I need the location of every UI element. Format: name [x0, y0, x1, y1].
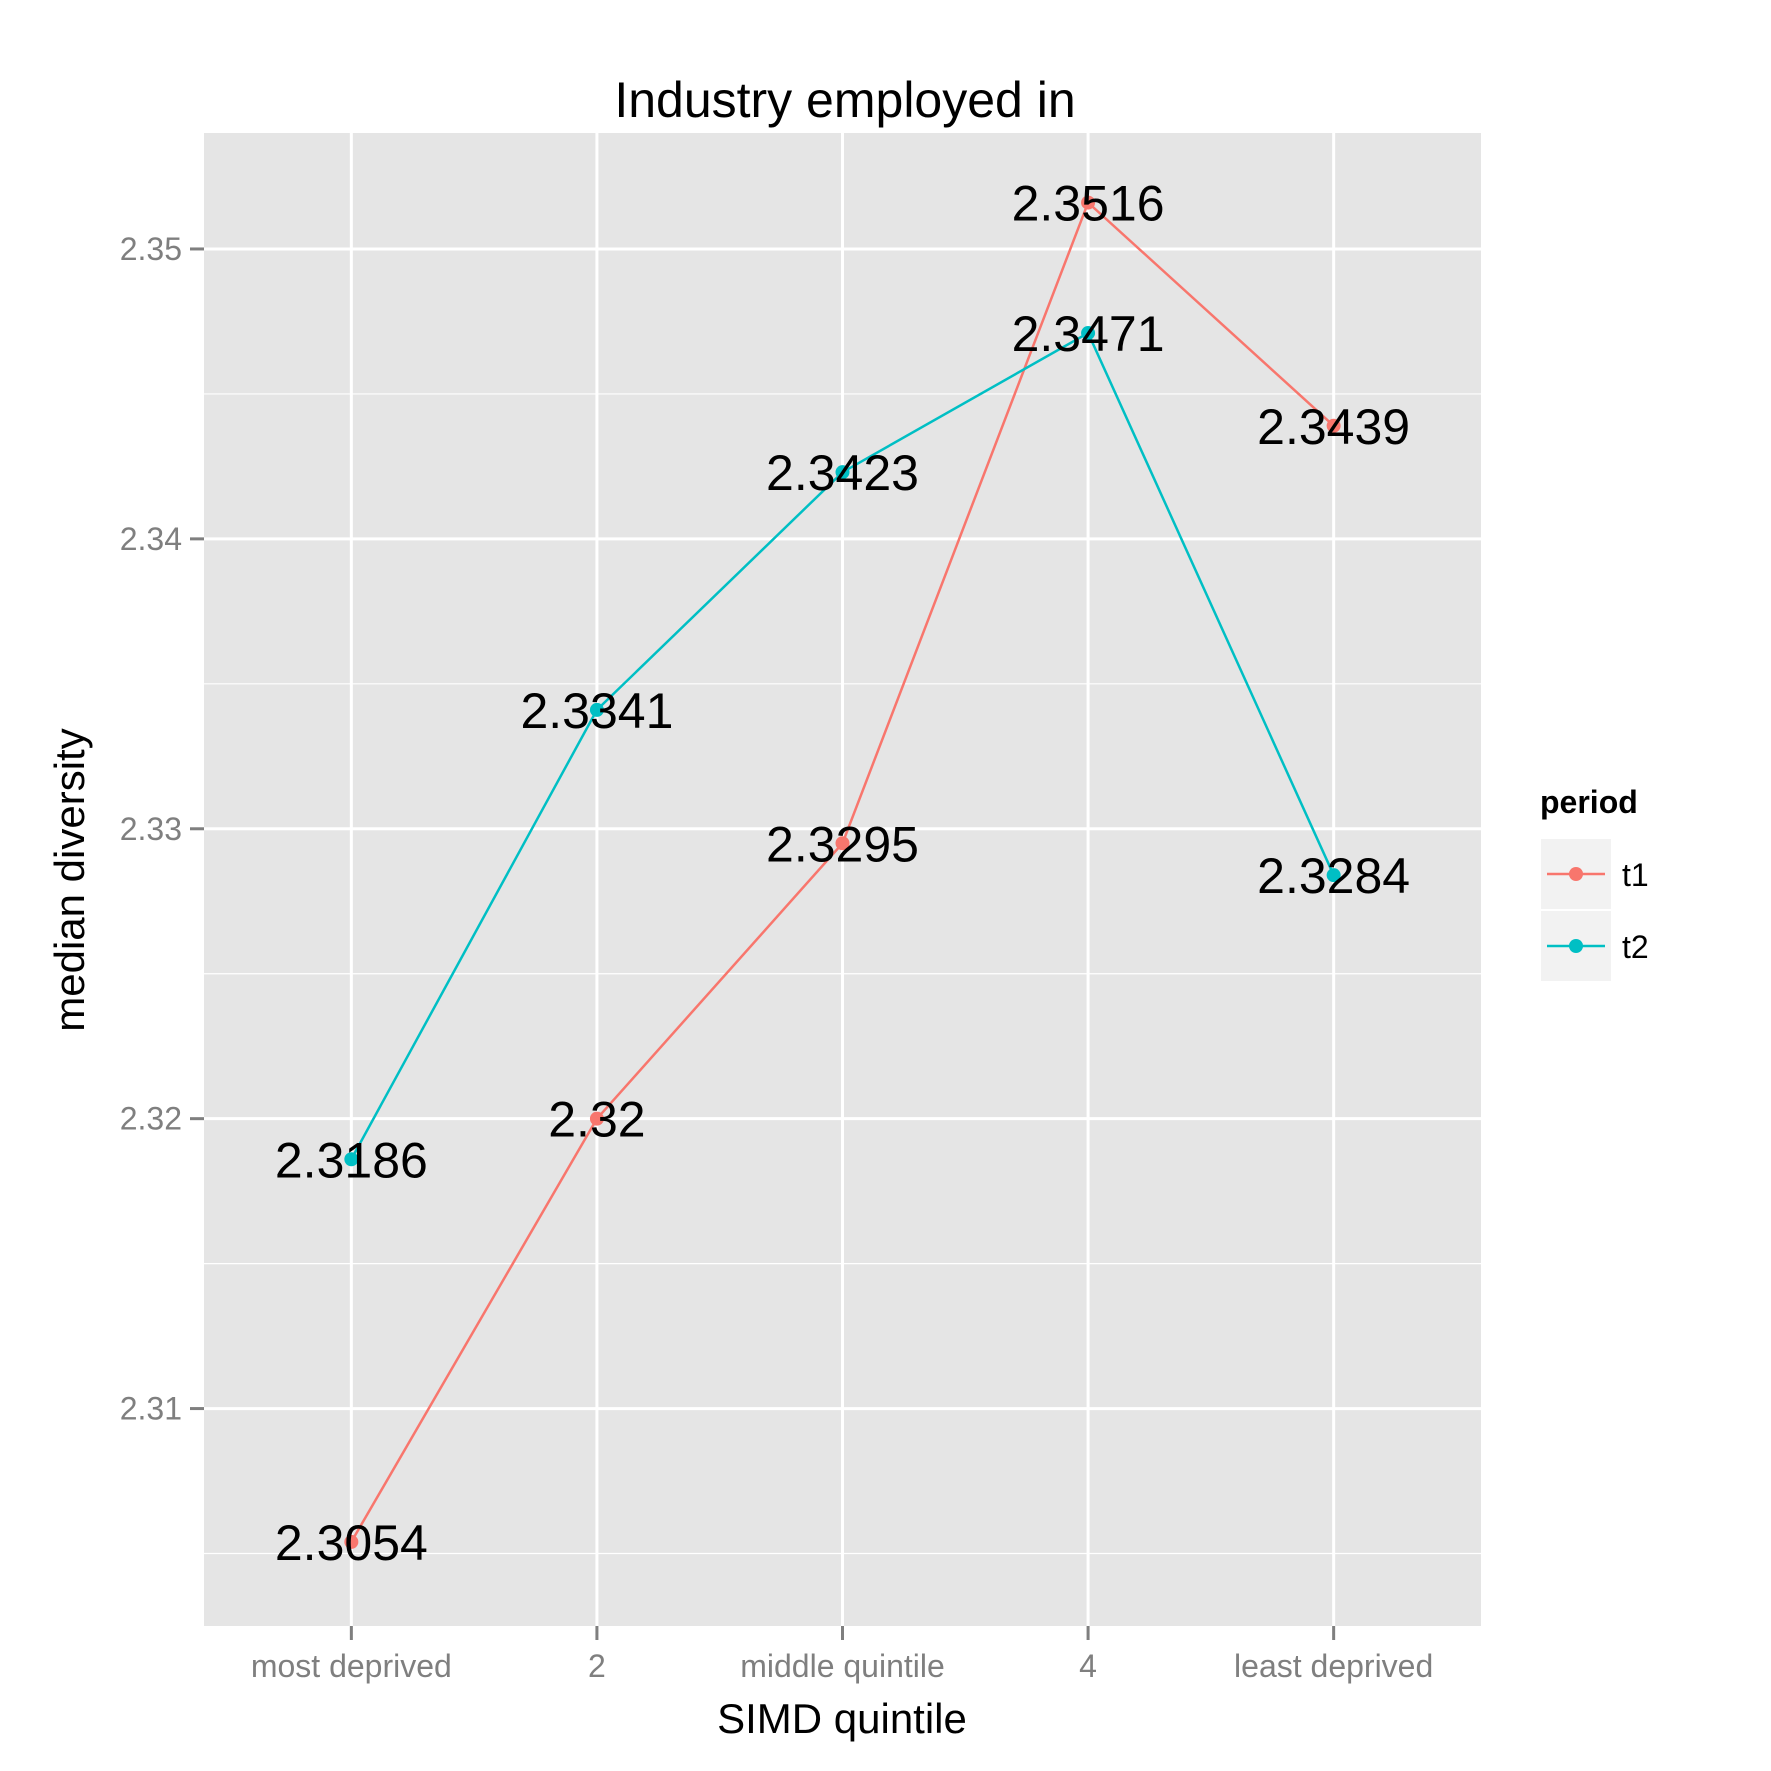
data-label-t1: 2.32 — [548, 1092, 645, 1148]
data-labels: 2.3054 2.32 2.3295 2.3516 2.3439 2.3186 2.3341… — [275, 176, 1410, 1571]
data-point-t1 — [589, 1111, 604, 1126]
data-label-t2: 2.3471 — [1012, 306, 1165, 362]
legend-point — [1569, 939, 1583, 953]
x-tick-label: middle quintile — [740, 1648, 945, 1684]
x-tick-label: least deprived — [1234, 1648, 1433, 1684]
data-label-t2: 2.3341 — [520, 683, 673, 739]
data-label-t1: 2.3054 — [275, 1515, 428, 1571]
x-axis-title: SIMD quintile — [717, 1695, 967, 1742]
data-point-t1 — [1326, 418, 1341, 433]
legend-label: t2 — [1622, 929, 1649, 965]
data-point-t2 — [1326, 868, 1341, 883]
data-label-t1: 2.3439 — [1257, 399, 1410, 455]
data-label-t1: 2.3295 — [766, 816, 919, 872]
x-tick-label: 4 — [1079, 1648, 1097, 1684]
y-tick-label: 2.35 — [120, 231, 182, 267]
data-point-t2 — [344, 1152, 359, 1167]
data-point-t1 — [1081, 195, 1096, 210]
data-label-t2: 2.3284 — [1257, 848, 1410, 904]
y-tick-label: 2.31 — [120, 1391, 182, 1427]
data-point-t2 — [835, 465, 850, 480]
x-tick-label: 2 — [588, 1648, 606, 1684]
chart-title: Industry employed in — [614, 72, 1075, 128]
y-tick-label: 2.34 — [120, 521, 182, 557]
data-point-t1 — [835, 836, 850, 851]
legend-point — [1569, 867, 1583, 881]
data-point-t2 — [1081, 326, 1096, 341]
data-point-t1 — [344, 1534, 359, 1549]
y-tick-label: 2.33 — [120, 811, 182, 847]
y-axis-title: median diversity — [46, 728, 93, 1031]
data-point-t2 — [589, 702, 604, 717]
x-tick-label: most deprived — [251, 1648, 452, 1684]
series-layer — [344, 195, 1341, 1549]
legend-title: period — [1540, 784, 1638, 820]
data-label-t1: 2.3516 — [1012, 176, 1165, 232]
legend-label: t1 — [1622, 857, 1649, 893]
data-label-t2: 2.3423 — [766, 445, 919, 501]
legend: period t1 t2 — [1539, 784, 1649, 983]
y-tick-label: 2.32 — [120, 1101, 182, 1137]
axes: 2.31 2.32 2.33 2.34 2.35 most deprived 2 middle… — [120, 231, 1434, 1684]
data-label-t2: 2.3186 — [275, 1132, 428, 1188]
